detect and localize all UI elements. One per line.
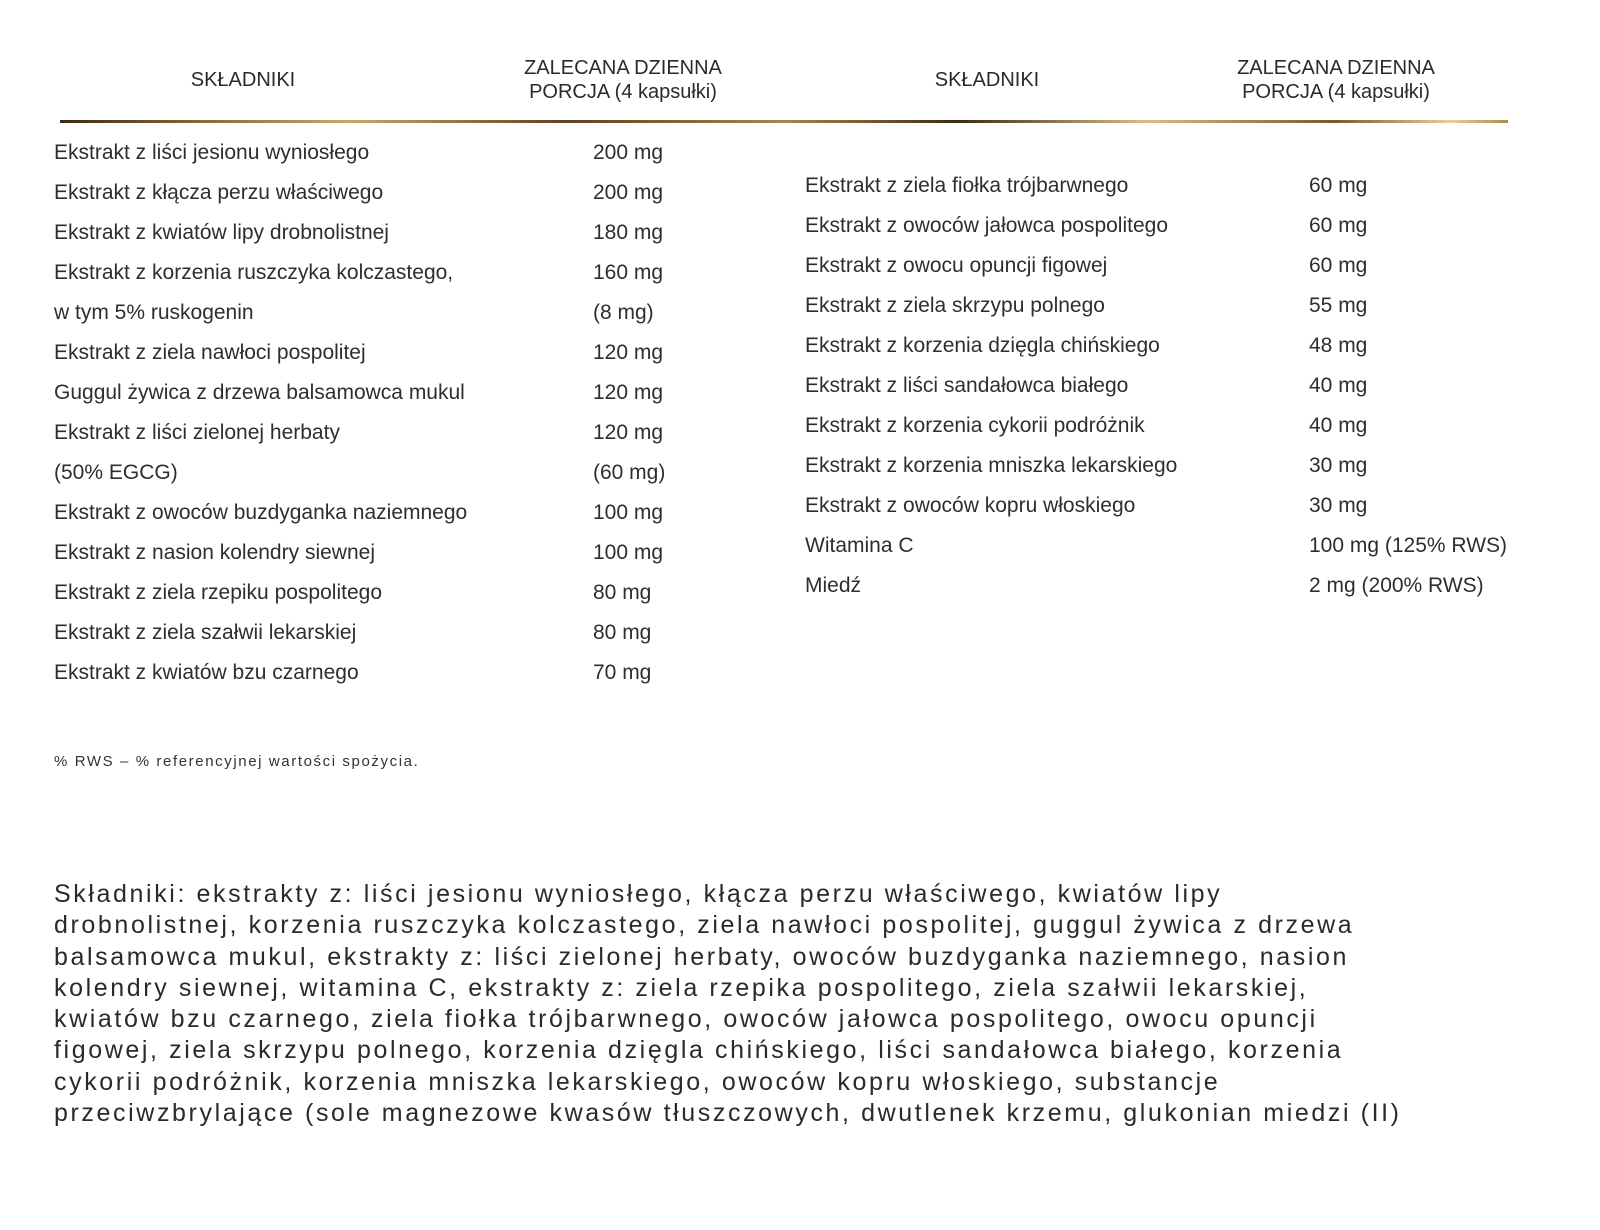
ingredient-amount: (8 mg) [593, 301, 654, 324]
ingredient-name: Ekstrakt z liści zielonej herbaty [54, 421, 340, 444]
ingredient-name: Ekstrakt z owoców kopru włoskiego [805, 494, 1136, 517]
ingredient-name: Ekstrakt z ziela skrzypu polnego [805, 294, 1105, 317]
ingredient-amount: (60 mg) [593, 461, 666, 484]
ingredient-amount: 200 mg [593, 141, 664, 164]
ingredient-name: Ekstrakt z korzenia dzięgla chińskiego [805, 334, 1160, 357]
header-right-portion-line1: ZALECANA DZIENNA [1237, 57, 1435, 79]
ingredient-name: Ekstrakt z liści jesionu wyniosłego [54, 141, 370, 164]
ingredient-amount: 60 mg [1309, 174, 1368, 197]
ingredient-amount: 100 mg [593, 541, 664, 564]
ingredient-amount: 100 mg [593, 501, 664, 524]
ingredient-name: Ekstrakt z kwiatów bzu czarnego [54, 661, 359, 684]
ingredient-amount: 80 mg [593, 621, 652, 644]
ingredient-amount: 40 mg [1309, 414, 1368, 437]
ingredient-name: Ekstrakt z owoców buzdyganka naziemnego [54, 501, 468, 524]
ingredient-name: Ekstrakt z kłącza perzu właściwego [54, 181, 384, 204]
ingredient-amount: 30 mg [1309, 494, 1368, 517]
ingredient-name: Witamina C [805, 534, 914, 557]
ingredient-name: Ekstrakt z ziela szałwii lekarskiej [54, 621, 357, 644]
ingredient-name: Ekstrakt z ziela rzepiku pospolitego [54, 581, 382, 604]
paragraph-line: cykorii podróżnik, korzenia mniszka leka… [54, 1067, 1221, 1096]
ingredient-name: Ekstrakt z korzenia mniszka lekarskiego [805, 454, 1178, 477]
paragraph-line: figowej, ziela skrzypu polnego, korzenia… [54, 1036, 1344, 1065]
ingredient-name: Ekstrakt z liści sandałowca białego [805, 374, 1129, 397]
ingredient-amount: 120 mg [593, 421, 664, 444]
ingredient-amount: 100 mg (125% RWS) [1309, 534, 1508, 557]
header-left-portion-line2: PORCJA (4 kapsułki) [529, 81, 717, 103]
paragraph-line: kolendry siewnej, witamina C, ekstrakty … [54, 973, 1309, 1002]
header-right-ingredients: SKŁADNIKI [934, 69, 1040, 91]
ingredient-name: (50% EGCG) [54, 461, 178, 484]
ingredient-name: w tym 5% ruskogenin [54, 301, 254, 324]
ingredient-name: Guggul żywica z drzewa balsamowca mukul [54, 381, 465, 404]
paragraph-line: balsamowca mukul, ekstrakty z: liści zie… [54, 942, 1349, 971]
ingredient-name: Ekstrakt z owocu opuncji figowej [805, 254, 1108, 277]
paragraph-line: Składniki: ekstrakty z: liści jesionu wy… [54, 880, 1223, 908]
ingredient-name: Ekstrakt z korzenia ruszczyka kolczasteg… [54, 261, 454, 284]
ingredient-name: Ekstrakt z nasion kolendry siewnej [54, 541, 375, 564]
ingredient-amount: 160 mg [593, 261, 664, 284]
header-left-portion: ZALECANA DZIENNA PORCJA (4 kapsułki) [473, 56, 773, 104]
ingredient-name: Ekstrakt z owoców jałowca pospolitego [805, 214, 1169, 237]
header-right-portion: ZALECANA DZIENNA PORCJA (4 kapsułki) [1186, 56, 1486, 104]
header-left-ingredients: SKŁADNIKI [190, 69, 296, 91]
ingredient-amount: 55 mg [1309, 294, 1368, 317]
header-right-portion-line2: PORCJA (4 kapsułki) [1242, 81, 1430, 103]
ingredient-amount: 40 mg [1309, 374, 1368, 397]
ingredient-amount: 60 mg [1309, 214, 1368, 237]
header-left-portion-line1: ZALECANA DZIENNA [524, 57, 722, 79]
ingredient-amount: 70 mg [593, 661, 652, 684]
ingredient-amount: 30 mg [1309, 454, 1368, 477]
ingredient-amount: 2 mg (200% RWS) [1309, 574, 1484, 597]
ingredients-paragraph: Składniki: ekstrakty z: liści jesionu wy… [54, 879, 1402, 1129]
ingredient-name: Ekstrakt z korzenia cykorii podróżnik [805, 414, 1145, 437]
paragraph-line: kwiatów bzu czarnego, ziela fiołka trójb… [54, 1005, 1318, 1034]
ingredient-name: Miedź [805, 574, 862, 597]
ingredient-name: Ekstrakt z ziela nawłoci pospolitej [54, 341, 366, 364]
ingredient-amount: 48 mg [1309, 334, 1368, 357]
ingredient-name: Ekstrakt z ziela fiołka trójbarwnego [805, 174, 1129, 197]
ingredient-amount: 180 mg [593, 221, 664, 244]
ingredient-amount: 60 mg [1309, 254, 1368, 277]
ingredient-amount: 120 mg [593, 381, 664, 404]
paragraph-line: przeciwzbrylające (sole magnezowe kwasów… [54, 1099, 1402, 1128]
footnote: % RWS – % referencyjnej wartości spożyci… [54, 753, 420, 770]
ingredient-name: Ekstrakt z kwiatów lipy drobnolistnej [54, 221, 389, 244]
ingredient-amount: 120 mg [593, 341, 664, 364]
paragraph-line: drobnolistnej, korzenia ruszczyka kolcza… [54, 911, 1355, 940]
gold-divider [60, 120, 1508, 123]
ingredient-amount: 200 mg [593, 181, 664, 204]
ingredient-amount: 80 mg [593, 581, 652, 604]
